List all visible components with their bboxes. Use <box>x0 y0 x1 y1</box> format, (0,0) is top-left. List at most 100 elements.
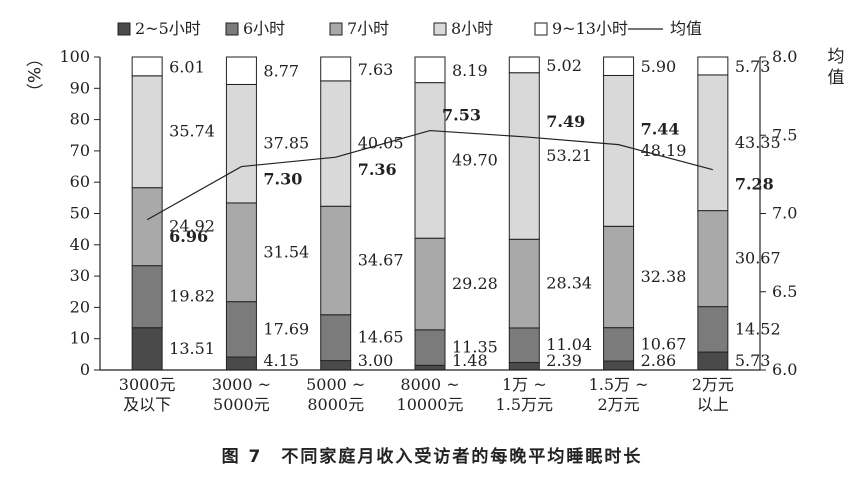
value-label: 5.73 <box>735 351 771 370</box>
x-tick-label: 5000元 <box>213 395 270 414</box>
mean-value-label: 7.49 <box>546 112 585 131</box>
value-label: 11.35 <box>452 338 498 357</box>
y-left-tick-label: 50 <box>70 204 90 223</box>
bar-segment <box>414 237 446 331</box>
bar-segment <box>508 362 540 371</box>
value-label: 4.15 <box>263 351 299 370</box>
y-axis-left-title: （%） <box>23 50 43 100</box>
bar-segment <box>414 364 446 371</box>
legend-label: 2~5小时 <box>135 19 201 38</box>
mean-value-label: 7.36 <box>358 160 397 179</box>
bar-segment <box>320 314 352 362</box>
x-tick-label: 8000 ~ <box>400 375 459 394</box>
legend-swatch <box>329 22 343 36</box>
legend-label: 8小时 <box>451 19 493 38</box>
value-label: 5.73 <box>735 57 771 76</box>
x-tick-label: 及以下 <box>123 395 171 414</box>
bar-segment <box>603 360 635 371</box>
mean-line <box>146 129 714 221</box>
bar-segment <box>320 80 352 207</box>
y-left-tick-label: 10 <box>70 329 90 348</box>
x-tick-label: 以上 <box>697 395 729 414</box>
value-label: 48.19 <box>641 141 687 160</box>
value-label: 29.28 <box>452 274 498 293</box>
bar-segment <box>697 56 729 76</box>
bar-segment <box>320 56 352 82</box>
value-label: 5.02 <box>546 56 582 75</box>
mean-value-label: 7.53 <box>442 106 481 125</box>
value-label: 17.69 <box>263 319 309 338</box>
value-label: 6.01 <box>169 57 205 76</box>
y-left-tick-label: 0 <box>80 360 90 379</box>
bar-segment <box>131 56 163 77</box>
value-labels: 13.51 19.82 24.92 35.74 6.01 4.15 17.69 31.54 37… <box>169 56 781 370</box>
y-right-tick-label: 7.0 <box>772 204 797 223</box>
bars <box>131 56 729 371</box>
bar-segment <box>603 56 635 76</box>
y-left-tick-label: 60 <box>70 172 90 191</box>
y-right-tick-label: 6.0 <box>772 360 797 379</box>
bar-segment <box>225 56 257 85</box>
legend: 2~5小时 6小时 7小时 8小时 9~13小时 均值 <box>117 19 702 38</box>
x-tick-label: 1.5万元 <box>496 395 553 414</box>
figure-caption: 图 7 不同家庭月收入受访者的每晚平均睡眠时长 <box>222 446 643 467</box>
bar-segment <box>131 75 163 189</box>
value-label: 11.04 <box>546 335 592 354</box>
value-label: 34.67 <box>358 250 404 269</box>
axes: 0 10 20 30 40 50 60 70 80 90 100 6.0 6.5 7.0 7.5 8.0 300… <box>59 47 797 414</box>
x-tick-label: 10000元 <box>397 395 464 414</box>
value-label: 19.82 <box>169 287 215 306</box>
bar-segment <box>603 327 635 362</box>
value-label: 8.77 <box>263 62 299 81</box>
value-label: 1.48 <box>452 351 488 370</box>
legend-label: 9~13小时 <box>552 19 628 38</box>
bar-segment <box>225 83 257 204</box>
bar-segment <box>697 210 729 308</box>
value-label: 8.19 <box>452 61 488 80</box>
value-label: 10.67 <box>641 334 687 353</box>
bar-segment <box>131 187 163 267</box>
mean-value-label: 7.30 <box>263 170 302 189</box>
bar-segment <box>414 82 446 239</box>
value-label: 3.00 <box>358 351 394 370</box>
bar-segment <box>320 205 352 316</box>
bar-segment <box>414 329 446 366</box>
bar-segment <box>697 74 729 212</box>
value-label: 28.34 <box>546 274 592 293</box>
value-label: 2.86 <box>641 351 677 370</box>
legend-swatch <box>534 22 548 36</box>
bar-segment <box>225 301 257 358</box>
y-axis-right-title: 均值 <box>828 47 845 88</box>
mean-value-label: 7.28 <box>735 175 774 194</box>
value-label: 7.63 <box>358 60 394 79</box>
y-axis-right-title-char: 值 <box>828 68 845 88</box>
y-left-tick-label: 100 <box>59 47 90 66</box>
y-right-tick-label: 7.5 <box>772 125 797 144</box>
x-tick-label: 1万 ~ <box>502 375 547 394</box>
value-label: 53.21 <box>546 146 592 165</box>
value-label: 49.70 <box>452 150 498 169</box>
value-label: 14.52 <box>735 319 781 338</box>
legend-swatch <box>433 22 447 36</box>
legend-swatch <box>117 22 131 36</box>
y-right-tick-label: 6.5 <box>772 282 797 301</box>
value-label: 40.05 <box>358 134 404 153</box>
bar-segment <box>131 327 163 371</box>
y-left-tick-label: 80 <box>70 110 90 129</box>
bar-segment <box>603 225 635 329</box>
value-label: 14.65 <box>358 328 404 347</box>
value-label: 37.85 <box>263 134 309 153</box>
value-label: 5.90 <box>641 57 677 76</box>
bar-segment <box>508 327 540 364</box>
x-tick-label: 1.5万 ~ <box>589 375 649 394</box>
bar-segment <box>697 351 729 371</box>
x-tick-label: 2万元 <box>692 375 734 394</box>
value-label: 2.39 <box>546 351 582 370</box>
legend-label: 6小时 <box>243 19 285 38</box>
bar-segment <box>225 202 257 303</box>
x-tick-label: 3000 ~ <box>212 375 271 394</box>
x-tick-label: 8000元 <box>307 395 364 414</box>
legend-swatch <box>225 22 239 36</box>
bar-segment <box>603 74 635 227</box>
bar-segment <box>508 56 540 74</box>
